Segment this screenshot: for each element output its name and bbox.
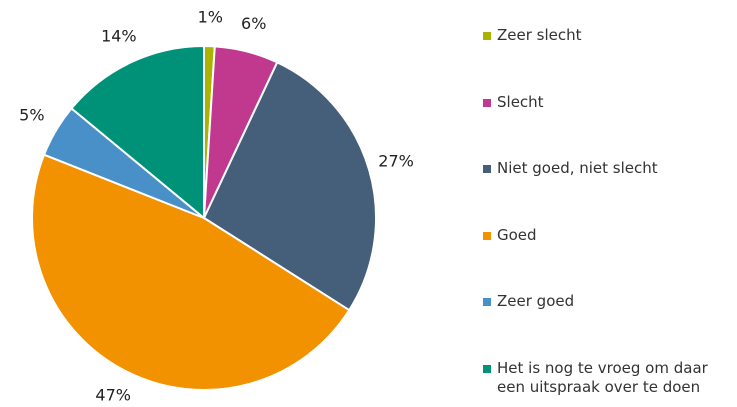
pie-slice bbox=[70, 44, 205, 221]
legend-item: Niet goed, niet slecht bbox=[483, 159, 737, 178]
data-label: 1% bbox=[198, 8, 223, 27]
data-label: 14% bbox=[101, 27, 137, 46]
data-label: 5% bbox=[19, 106, 44, 125]
legend-label: Het is nog te vroeg om daar een uitspraa… bbox=[497, 358, 708, 396]
legend-item: Goed bbox=[483, 226, 737, 245]
legend-label: Goed bbox=[497, 225, 537, 244]
legend-item: Zeer goed bbox=[483, 292, 737, 311]
data-label: 27% bbox=[378, 152, 414, 171]
legend-swatch bbox=[483, 298, 491, 306]
legend-swatch bbox=[483, 98, 491, 107]
pie-slice bbox=[202, 61, 377, 312]
legend-item: Slecht bbox=[483, 93, 737, 112]
data-label: 47% bbox=[95, 386, 131, 405]
legend-item: Het is nog te vroeg om daar een uitspraa… bbox=[483, 359, 737, 397]
legend-label: Zeer goed bbox=[497, 292, 575, 310]
legend-label: Zeer slecht bbox=[497, 26, 582, 44]
legend-item: Zeer slecht bbox=[483, 26, 737, 45]
legend-label: Slecht bbox=[497, 92, 544, 111]
legend-swatch bbox=[483, 32, 491, 40]
data-label: 6% bbox=[241, 14, 266, 33]
legend-label: Niet goed, niet slecht bbox=[497, 159, 658, 177]
legend-swatch bbox=[483, 165, 491, 173]
legend-swatch bbox=[483, 364, 491, 373]
legend-swatch bbox=[483, 231, 491, 240]
pie-slice bbox=[31, 153, 351, 391]
